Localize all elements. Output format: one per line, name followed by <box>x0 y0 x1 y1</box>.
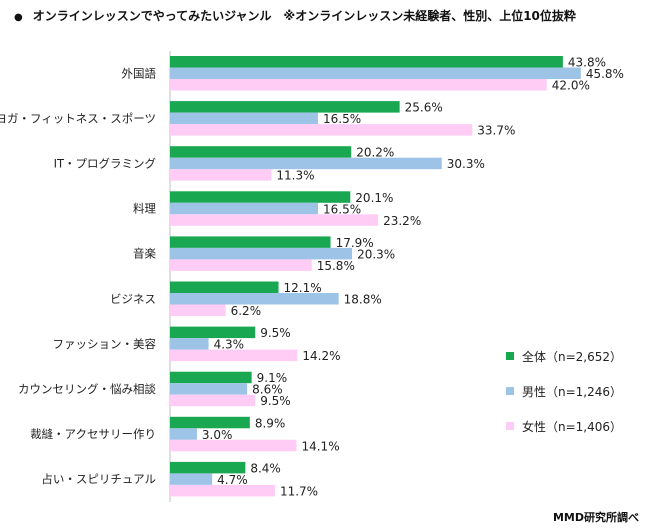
value-label-male: 8.6% <box>252 383 283 397</box>
bar-all <box>170 191 351 203</box>
bar-female <box>170 439 297 452</box>
category-label: ヨガ・フィットネス・スポーツ <box>0 111 156 125</box>
value-label-all: 25.6% <box>405 101 443 115</box>
legend-item-male: 男性（n=1,246） <box>506 383 622 400</box>
value-label-female: 33.7% <box>477 124 515 138</box>
value-label-all: 8.4% <box>250 461 281 475</box>
chart-title-text: オンラインレッスンでやってみたいジャンル ※オンラインレッスン未経験者、性別、上… <box>32 9 576 23</box>
value-label-female: 14.1% <box>301 439 339 453</box>
value-label-female: 14.2% <box>302 349 340 363</box>
category-label: カウンセリング・悩み相談 <box>18 382 156 396</box>
value-label-all: 43.8% <box>568 56 606 70</box>
chart-title: ● オンラインレッスンでやってみたいジャンル ※オンラインレッスン未経験者、性別、… <box>14 7 644 24</box>
bar-female <box>170 349 298 362</box>
value-label-all: 12.1% <box>284 281 322 295</box>
legend-swatch-female <box>506 422 514 430</box>
value-label-female: 11.3% <box>276 169 314 183</box>
title-bullet: ● <box>14 12 23 23</box>
bar-all <box>170 101 400 113</box>
value-label-all: 8.9% <box>255 416 286 430</box>
bar-male <box>170 247 353 260</box>
bar-all <box>170 461 246 474</box>
value-label-male: 3.0% <box>202 428 233 442</box>
value-label-all: 20.1% <box>355 191 393 205</box>
value-label-male: 16.5% <box>323 202 361 216</box>
category-label: ビジネス <box>110 292 156 306</box>
legend-swatch-male <box>506 387 514 395</box>
value-label-all: 20.2% <box>356 146 394 160</box>
bar-all <box>170 281 279 293</box>
category-label: ファッション・美容 <box>53 337 157 351</box>
value-label-female: 6.2% <box>231 304 262 318</box>
value-label-male: 4.3% <box>214 338 245 352</box>
category-label: 外国語 <box>122 66 157 80</box>
category-label: IT・プログラミング <box>54 156 157 170</box>
legend-label-female: 女性（n=1,406） <box>522 420 623 434</box>
bar-female <box>170 169 272 181</box>
bar-all <box>170 236 331 248</box>
bar-male <box>170 293 339 305</box>
bar-female <box>170 214 379 226</box>
bar-female <box>170 304 226 316</box>
value-label-male: 45.8% <box>586 67 624 81</box>
bar-all <box>170 416 250 429</box>
legend-label-male: 男性（n=1,246） <box>522 385 623 399</box>
bar-all <box>170 146 352 158</box>
value-label-female: 15.8% <box>317 259 355 273</box>
bar-female <box>170 79 547 91</box>
value-label-female: 9.5% <box>260 394 291 408</box>
bar-male <box>170 473 213 485</box>
category-label: 裁縫・アクセサリー作り <box>30 427 156 441</box>
bar-female <box>170 394 256 407</box>
value-label-male: 18.8% <box>344 293 382 307</box>
value-label-all: 9.1% <box>257 371 288 385</box>
value-label-female: 11.7% <box>280 484 318 498</box>
legend-label-all: 全体（n=2,652） <box>522 350 623 364</box>
bar-male <box>170 67 581 79</box>
bar-male <box>170 157 442 170</box>
bar-male <box>170 202 319 215</box>
category-label: 占い・スピリチュアル <box>41 472 156 486</box>
bar-male <box>170 112 319 125</box>
bar-all <box>170 371 252 384</box>
value-label-male: 20.3% <box>357 247 395 261</box>
source-note: MMD研究所調べ <box>552 511 639 524</box>
value-label-all: 17.9% <box>336 236 374 250</box>
value-label-all: 9.5% <box>260 326 291 340</box>
legend-item-female: 女性（n=1,406） <box>506 418 622 435</box>
bar-male <box>170 338 209 350</box>
bar-all <box>170 326 256 339</box>
legend-swatch-all <box>506 352 514 360</box>
value-label-male: 30.3% <box>447 157 485 171</box>
category-label: 料理 <box>133 202 156 216</box>
bar-female <box>170 124 473 136</box>
bar-male <box>170 428 197 440</box>
value-label-female: 23.2% <box>383 214 421 228</box>
value-label-male: 16.5% <box>323 112 361 126</box>
value-label-male: 4.7% <box>217 473 248 487</box>
bar-all <box>170 56 563 68</box>
bar-female <box>170 259 312 271</box>
bar-male <box>170 383 248 395</box>
bar-female <box>170 484 275 497</box>
legend-item-all: 全体（n=2,652） <box>506 348 622 365</box>
value-label-female: 42.0% <box>552 79 590 93</box>
category-label: 音楽 <box>133 247 156 261</box>
